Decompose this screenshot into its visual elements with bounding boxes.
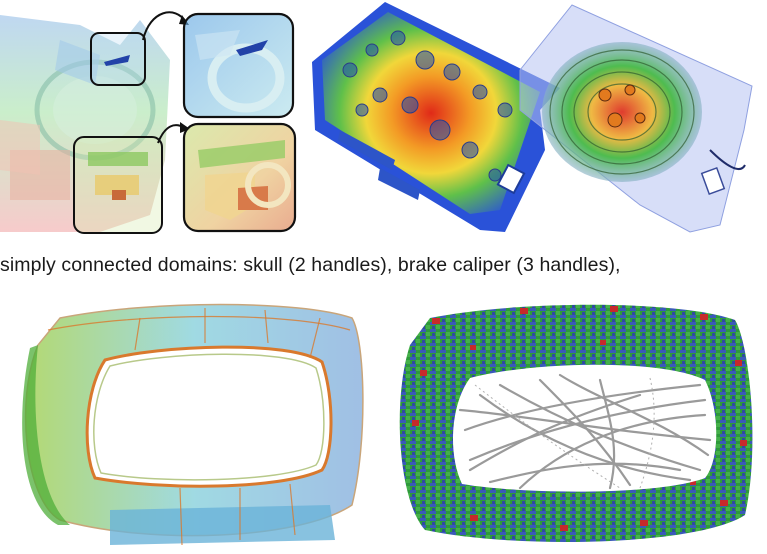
translucent-heatmap-caliper-icon (519, 4, 753, 233)
heatmap-caliper-icon (312, 2, 560, 232)
figure-caption: simply connected domains: skull (2 handl… (0, 254, 621, 276)
ring-voxel-handles-icon (399, 304, 753, 542)
translucent-mesh-with-zoom-insets-icon (0, 11, 297, 234)
ring-surface-mesh-icon (22, 303, 364, 546)
